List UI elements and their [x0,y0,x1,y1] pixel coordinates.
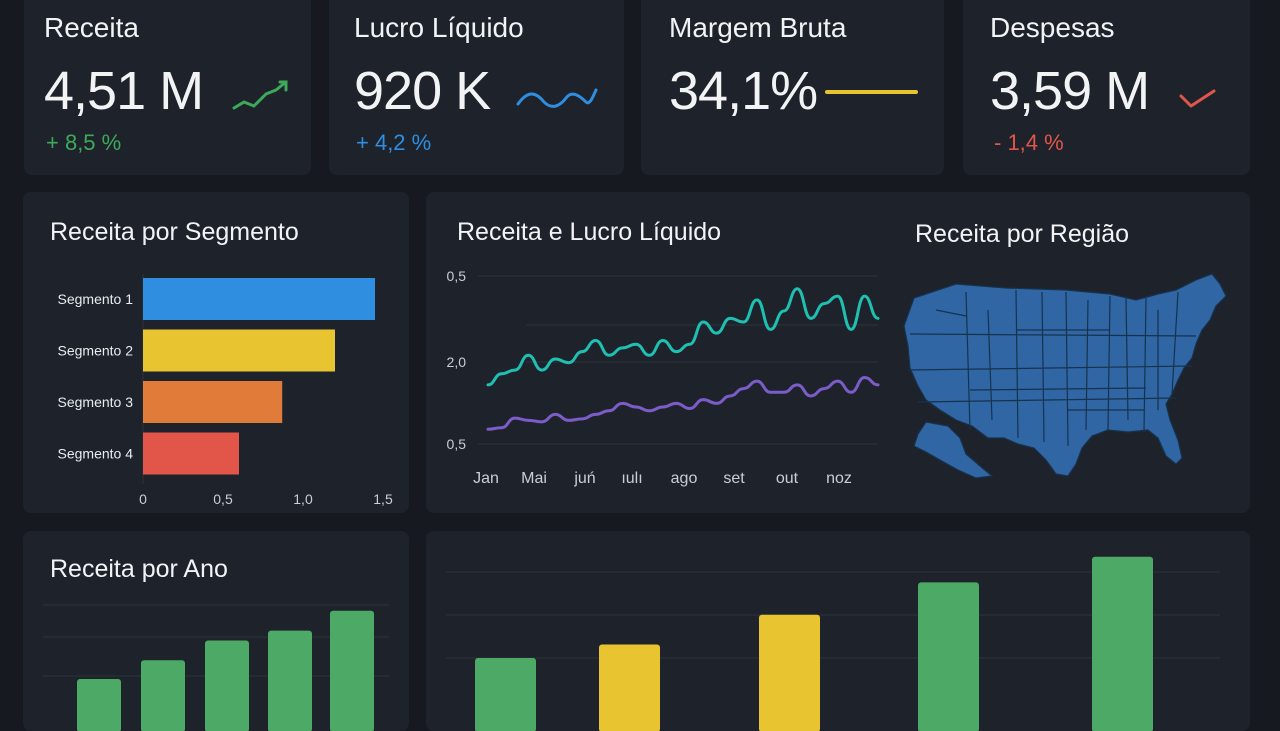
x-tick-label: Mai [521,470,547,487]
kpi-value: 3,59 M [990,60,1149,122]
revenue-profit-line-chart: 0,5 2,0 0,5 Jan Mai juń ıulı ago set out noz [426,192,896,513]
comparison-bar [475,658,536,731]
x-tick-label: out [776,470,799,487]
tick-label: 0,5 [447,436,467,452]
tick-label: 0,5 [447,268,467,284]
usa-map-icon[interactable] [896,270,1241,490]
x-tick-label: ago [671,470,698,487]
annual-revenue-panel: Receita por Ano [23,531,409,731]
panel-title: Receita por Região [915,220,1129,249]
trend-down-sparkline-icon [1178,88,1218,112]
series-line [488,289,878,385]
x-tick-label: Jan [473,470,499,487]
category-label: Segmento 3 [58,394,134,410]
year-bar [330,611,374,731]
series-line [488,377,878,429]
segment-bar [143,433,239,475]
year-bar [77,679,121,731]
category-label: Segmento 4 [58,446,134,462]
revenue-comparison-bar-chart [426,531,1250,731]
tick-label: 0,5 [213,491,233,507]
comparison-bar [1092,557,1153,731]
x-tick-label: set [723,470,745,487]
x-tick-label: ıulı [621,470,642,487]
kpi-title: Margem Bruta [669,12,846,44]
kpi-card-expenses[interactable]: Despesas 3,59 M - 1,4 % [963,0,1250,175]
kpi-title: Despesas [990,12,1115,44]
kpi-change: + 8,5 % [46,130,121,156]
comparison-bar [759,615,820,731]
kpi-card-revenue[interactable]: Receita 4,51 M + 8,5 % [24,0,311,175]
tick-label: 2,0 [447,354,467,370]
segment-bar [143,278,375,320]
x-tick-label: noz [826,470,852,487]
year-bar [268,631,312,731]
annual-revenue-bar-chart [23,531,409,731]
kpi-card-gross-margin[interactable]: Margem Bruta 34,1% [641,0,944,175]
kpi-change: + 4,2 % [356,130,431,156]
revenue-bar-panel [426,531,1250,731]
segment-bar [143,330,335,372]
wave-sparkline-icon [514,84,599,114]
tick-label: 1,5 [373,491,393,507]
kpi-value: 920 K [354,60,490,122]
kpi-title: Receita [44,12,139,44]
segment-bar-chart: Segmento 1 Segmento 2 Segmento 3 Segmento 4… [23,192,409,513]
kpi-card-net-profit[interactable]: Lucro Líquido 920 K + 4,2 % [329,0,624,175]
kpi-change: - 1,4 % [994,130,1064,156]
year-bar [141,660,185,731]
kpi-value: 4,51 M [44,60,203,122]
kpi-value: 34,1% [669,60,817,122]
segment-bar [143,381,282,423]
category-label: Segmento 2 [58,343,134,359]
year-bar [205,641,249,731]
x-tick-label: juń [573,470,595,487]
tick-label: 0 [139,491,147,507]
comparison-bar [918,582,979,731]
kpi-title: Lucro Líquido [354,12,524,44]
trend-up-sparkline-icon [230,78,290,118]
tick-label: 1,0 [293,491,313,507]
category-label: Segmento 1 [58,291,134,307]
flat-sparkline-icon [824,86,919,98]
comparison-bar [599,645,660,731]
